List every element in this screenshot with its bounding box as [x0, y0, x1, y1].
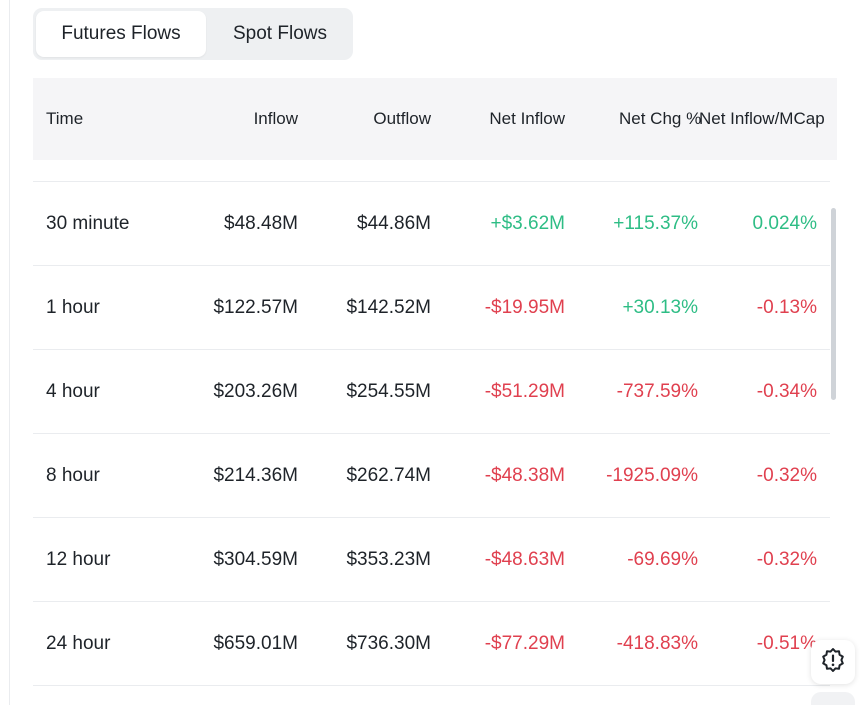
alert-button[interactable] [811, 640, 855, 684]
secondary-float-button[interactable] [811, 692, 855, 705]
row-divider [33, 685, 830, 686]
cell-time: 1 hour [46, 297, 100, 318]
table-row[interactable]: 12 hour $304.59M $353.23M -$48.63M -69.6… [33, 518, 830, 601]
cell-outflow: $254.55M [346, 381, 431, 402]
cell-inflow: $48.48M [224, 213, 298, 234]
cell-net-inflow: -$48.38M [484, 465, 565, 486]
cell-net-chg: -418.83% [616, 633, 698, 654]
table-row[interactable]: 4 hour $203.26M $254.55M -$51.29M -737.5… [33, 350, 830, 433]
cell-net-mcap: -0.13% [756, 297, 817, 318]
cell-outflow: $353.23M [346, 549, 431, 570]
table-row[interactable]: 24 hour $659.01M $736.30M -$77.29M -418.… [33, 602, 830, 685]
tab-futures-flows[interactable]: Futures Flows [36, 11, 206, 57]
row-divider [33, 601, 830, 602]
cell-inflow: $203.26M [213, 381, 298, 402]
cell-net-mcap: 0.024% [752, 213, 817, 234]
cell-net-inflow: -$51.29M [484, 381, 565, 402]
alert-badge-icon [820, 647, 846, 678]
header-outflow[interactable]: Outflow [373, 109, 431, 128]
table-header: Time Inflow Outflow Net Inflow Net Chg %… [33, 78, 837, 160]
cell-net-inflow: -$48.63M [484, 549, 565, 570]
table-row[interactable]: 8 hour $214.36M $262.74M -$48.38M -1925.… [33, 434, 830, 517]
table-row[interactable]: 1 hour $122.57M $142.52M -$19.95M +30.13… [33, 266, 830, 349]
cell-time: 8 hour [46, 465, 100, 486]
header-net-inflow[interactable]: Net Inflow [489, 109, 565, 128]
row-divider [33, 349, 830, 350]
cell-net-mcap: -0.32% [756, 549, 817, 570]
table-row[interactable]: 30 minute $48.48M $44.86M +$3.62M +115.3… [33, 182, 830, 265]
cell-inflow: $304.59M [213, 549, 298, 570]
row-divider [33, 517, 830, 518]
cell-net-chg: -737.59% [616, 381, 698, 402]
cell-net-mcap: -0.34% [756, 381, 817, 402]
cell-outflow: $44.86M [357, 213, 431, 234]
cell-outflow: $142.52M [346, 297, 431, 318]
flow-type-tabs: Futures Flows Spot Flows [33, 8, 353, 60]
cell-inflow: $122.57M [213, 297, 298, 318]
row-divider [33, 433, 830, 434]
row-divider [33, 265, 830, 266]
cell-net-chg: -69.69% [627, 549, 698, 570]
cell-time: 30 minute [46, 213, 130, 234]
tab-spot-flows[interactable]: Spot Flows [233, 23, 327, 44]
row-divider [33, 181, 830, 182]
left-border [9, 0, 10, 705]
cell-net-chg: +30.13% [622, 297, 698, 318]
header-inflow[interactable]: Inflow [253, 109, 298, 128]
cell-net-chg: -1925.09% [606, 465, 698, 486]
cell-inflow: $214.36M [213, 465, 298, 486]
header-net-chg[interactable]: Net Chg % [619, 109, 702, 128]
cell-net-inflow: +$3.62M [490, 213, 565, 234]
cell-outflow: $736.30M [346, 633, 431, 654]
cell-net-inflow: -$19.95M [484, 297, 565, 318]
cell-net-chg: +115.37% [613, 213, 698, 234]
cell-net-mcap: -0.51% [756, 633, 817, 654]
table-scrollbar[interactable] [831, 208, 836, 400]
cell-time: 24 hour [46, 633, 111, 654]
cell-outflow: $262.74M [346, 465, 431, 486]
cell-inflow: $659.01M [213, 633, 298, 654]
cell-time: 4 hour [46, 381, 100, 402]
cell-time: 12 hour [46, 549, 111, 570]
header-time[interactable]: Time [46, 109, 84, 128]
cell-net-inflow: -$77.29M [484, 633, 565, 654]
cell-net-mcap: -0.32% [756, 465, 817, 486]
header-net-inflow-mcap[interactable]: Net Inflow/MCap [699, 109, 825, 128]
